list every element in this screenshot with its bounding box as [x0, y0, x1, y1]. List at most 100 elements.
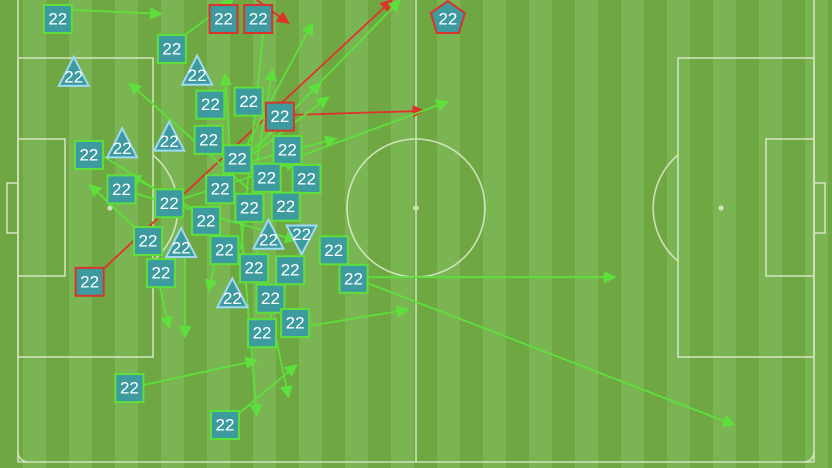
player-marker-square[interactable]: 22 [156, 33, 187, 64]
player-number-label: 22 [199, 130, 218, 149]
player-marker-square[interactable]: 22 [275, 255, 306, 286]
marker-square-shape [42, 4, 73, 34]
pitch-stripe [322, 0, 345, 468]
player-marker-square[interactable]: 22 [238, 253, 269, 284]
player-marker-square[interactable]: 22 [270, 191, 301, 222]
player-number-label: 22 [270, 107, 289, 126]
player-marker-square[interactable]: 22 [247, 318, 278, 349]
pitch-stripe [46, 0, 69, 468]
marker-square-shape [270, 191, 301, 222]
player-marker-triangle-down[interactable]: 22 [284, 224, 319, 257]
pass-arrow-failed[interactable] [272, 104, 426, 118]
marker-square-shape [280, 308, 311, 339]
player-marker-square[interactable]: 22 [280, 308, 311, 339]
player-marker-triangle[interactable]: 22 [57, 54, 91, 87]
player-number-label: 22 [215, 241, 234, 260]
player-marker-square[interactable]: 22 [318, 235, 349, 266]
player-marker-square[interactable]: 22 [338, 263, 369, 294]
player-marker-square[interactable]: 22 [209, 235, 240, 266]
marker-square-shape [114, 373, 145, 404]
marker-square-shape [208, 4, 239, 34]
player-marker-square[interactable]: 22 [251, 162, 282, 193]
pass-arrow-success[interactable] [351, 276, 736, 427]
marker-square-shape [195, 89, 226, 120]
player-number-label: 22 [344, 269, 363, 288]
player-marker-square[interactable]: 22 [222, 144, 253, 175]
player-marker-triangle[interactable]: 22 [105, 126, 139, 159]
marker-square-shape [154, 188, 185, 219]
pitch-stripe [115, 0, 138, 468]
marker-square-shape [190, 205, 221, 236]
pitch-stripe [598, 0, 621, 468]
player-marker-square[interactable]: 22 [255, 283, 286, 314]
penalty-spot-right [718, 205, 724, 211]
player-marker-square[interactable]: 22 [133, 226, 164, 257]
marker-square-shape [133, 226, 164, 257]
player-number-label: 22 [249, 10, 268, 29]
player-number-label: 22 [151, 264, 170, 283]
pitch-lines [6, 0, 826, 463]
player-number-label: 22 [64, 67, 83, 86]
marker-square-shape [145, 258, 176, 289]
marker-square-shape [264, 101, 295, 132]
player-number-label: 22 [112, 180, 131, 199]
player-number-label: 22 [215, 416, 234, 435]
pitch-stripe [759, 0, 782, 468]
marker-square-shape [222, 144, 253, 175]
marker-square-shape [193, 124, 224, 155]
pass-arrow-success[interactable] [129, 356, 259, 389]
player-marker-pentagon[interactable]: 22 [429, 0, 467, 34]
player-marker-square[interactable]: 22 [272, 135, 303, 166]
pitch-stripe [575, 0, 598, 468]
goal-left [6, 182, 19, 234]
player-marker-square[interactable]: 22 [208, 4, 239, 34]
player-marker-square[interactable]: 22 [74, 266, 105, 297]
player-marker-square[interactable]: 22 [145, 258, 176, 289]
goal-right [813, 182, 826, 234]
player-number-label: 22 [297, 169, 316, 188]
player-marker-square[interactable]: 22 [190, 205, 221, 236]
marker-square-shape [251, 162, 282, 193]
player-number-label: 22 [245, 259, 264, 278]
player-marker-triangle[interactable]: 22 [164, 225, 198, 259]
player-marker-square[interactable]: 22 [193, 124, 224, 155]
player-number-label: 22 [278, 141, 297, 160]
player-marker-square[interactable]: 22 [243, 4, 274, 34]
marker-triangle-shape [105, 126, 139, 159]
player-marker-square[interactable]: 22 [106, 174, 137, 205]
player-number-label: 22 [48, 10, 67, 29]
marker-square-shape [247, 318, 278, 349]
player-marker-square[interactable]: 22 [234, 192, 265, 223]
player-marker-square[interactable]: 22 [73, 139, 104, 170]
pitch-stripe [690, 0, 713, 468]
player-marker-square[interactable]: 22 [154, 188, 185, 219]
player-marker-square[interactable]: 22 [205, 174, 236, 205]
player-marker-square[interactable]: 22 [209, 410, 240, 441]
marker-square-shape [275, 255, 306, 286]
player-marker-square[interactable]: 22 [195, 89, 226, 120]
corner-arc-bottom-left [17, 451, 29, 463]
player-marker-square[interactable]: 22 [264, 101, 295, 132]
player-marker-square[interactable]: 22 [233, 86, 264, 117]
player-marker-triangle[interactable]: 22 [180, 53, 214, 86]
pitch-stripe [713, 0, 736, 468]
penalty-arc-right [652, 154, 679, 262]
player-marker-triangle[interactable]: 22 [251, 217, 286, 250]
pass-arrow-success[interactable] [57, 7, 163, 20]
player-marker-triangle[interactable]: 22 [215, 276, 249, 309]
player-marker-square[interactable]: 22 [291, 163, 322, 194]
player-number-label: 22 [172, 239, 191, 258]
pitch-stripe [368, 0, 391, 468]
player-marker-triangle[interactable]: 22 [152, 119, 186, 152]
pass-arrow-success[interactable] [296, 305, 410, 329]
player-marker-square[interactable]: 22 [42, 4, 73, 34]
pass-arrow-success[interactable] [255, 68, 278, 162]
player-number-label: 22 [139, 232, 158, 251]
pitch-stripe [69, 0, 92, 468]
player-number-label: 22 [324, 241, 343, 260]
marker-square-shape [73, 139, 104, 170]
player-number-label: 22 [188, 66, 207, 85]
marker-square-shape [209, 235, 240, 266]
player-marker-square[interactable]: 22 [114, 373, 145, 404]
player-number-label: 22 [276, 197, 295, 216]
